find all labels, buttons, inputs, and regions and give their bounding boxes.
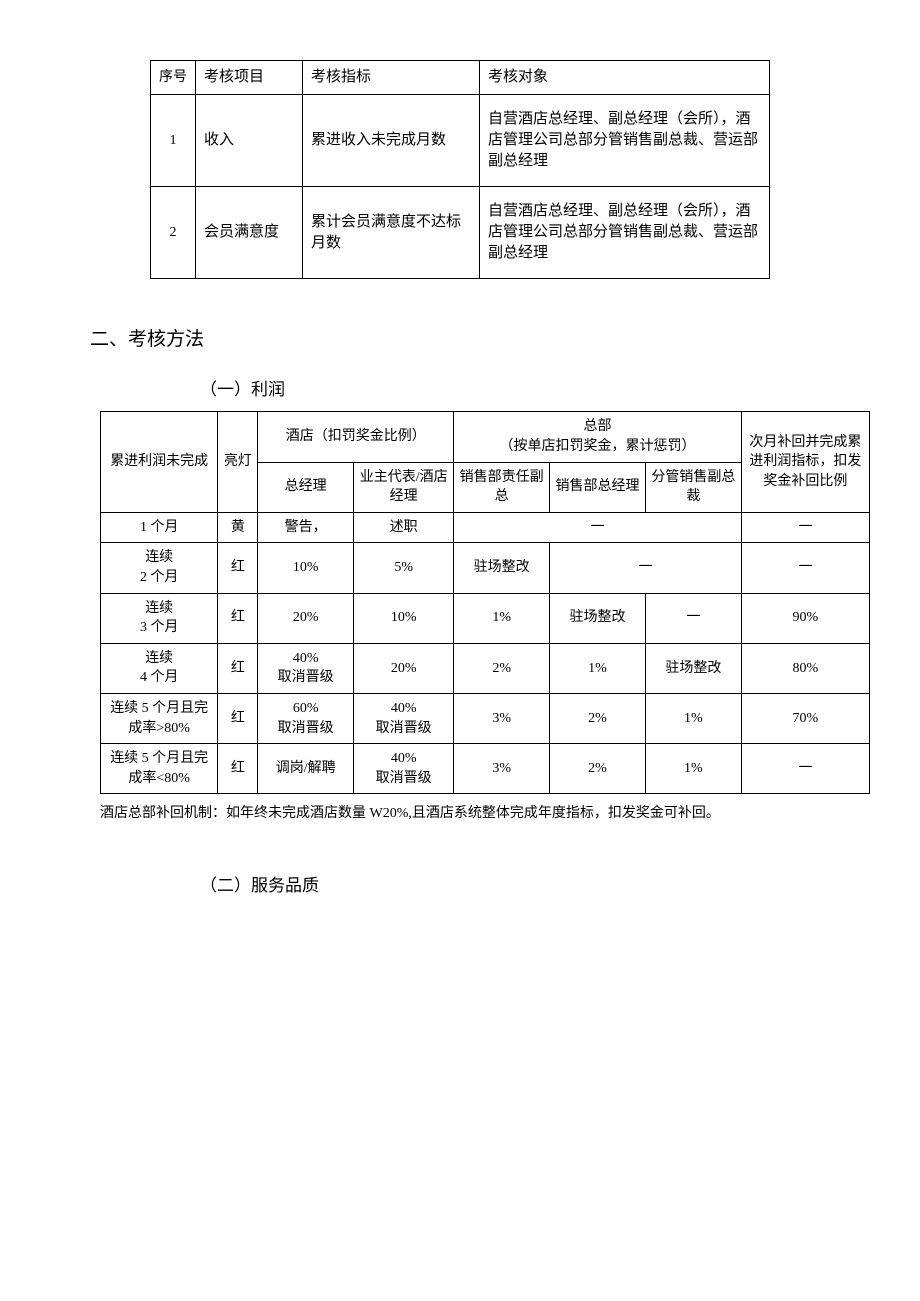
cell: 连续 3 个月 [101,593,218,643]
cell: 连续 4 个月 [101,643,218,693]
cell: 80% [741,643,869,693]
table-row: 连续 3 个月红20%10%1%驻场整改一90% [101,593,870,643]
cell: 1% [645,744,741,794]
cell: 1% [645,693,741,743]
table-row: 1 个月黄警告，述职一一 [101,512,870,543]
t2-h-hotel-group: 酒店（扣罚奖金比例） [258,412,454,462]
cell: 一 [741,512,869,543]
cell: 一 [454,512,742,543]
t1-h-metric: 考核指标 [303,61,480,95]
subsection-heading-profit: （一）利润 [200,378,870,402]
cell: 一 [645,593,741,643]
section-heading-methods: 二、考核方法 [90,327,870,354]
cell: 连续 5 个月且完成率<80% [101,744,218,794]
cell-target: 自营酒店总经理、副总经理（会所），酒店管理公司总部分管销售副总裁、营运部副总经理 [480,95,770,187]
cell: 90% [741,593,869,643]
t2-h-months: 累进利润未完成 [101,412,218,512]
cell-target: 自营酒店总经理、副总经理（会所），酒店管理公司总部分管销售副总裁、营运部副总经理 [480,187,770,279]
cell: 红 [218,744,258,794]
table-row: 连续 2 个月红10%5%驻场整改一一 [101,543,870,593]
cell: 20% [354,643,454,693]
cell: 一 [741,744,869,794]
cell: 70% [741,693,869,743]
assessment-items-table: 序号 考核项目 考核指标 考核对象 1 收入 累进收入未完成月数 自营酒店总经理… [150,60,770,279]
cell: 2% [550,744,646,794]
cell: 一 [550,543,742,593]
cell: 警告， [258,512,354,543]
cell-seq: 1 [151,95,196,187]
t2-h-light: 亮灯 [218,412,258,512]
cell-seq: 2 [151,187,196,279]
cell-project: 收入 [196,95,303,187]
cell: 连续 5 个月且完成率>80% [101,693,218,743]
cell: 40% 取消晋级 [354,744,454,794]
t2-h-hq-group: 总部 （按单店扣罚奖金，累计惩罚） [454,412,742,462]
cell: 10% [258,543,354,593]
footnote-refund-mechanism: 酒店总部补回机制：如年终未完成酒店数量 W20%,且酒店系统整体完成年度指标，扣… [100,804,870,824]
cell: 红 [218,593,258,643]
table-row: 连续 5 个月且完成率>80%红60% 取消晋级40% 取消晋级3%2%1%70… [101,693,870,743]
cell: 40% 取消晋级 [258,643,354,693]
cell: 一 [741,543,869,593]
cell: 驻场整改 [645,643,741,693]
cell: 调岗/解聘 [258,744,354,794]
t1-h-target: 考核对象 [480,61,770,95]
cell-project: 会员满意度 [196,187,303,279]
cell: 1% [550,643,646,693]
cell: 红 [218,693,258,743]
table-row: 连续 5 个月且完成率<80%红调岗/解聘40% 取消晋级3%2%1%一 [101,744,870,794]
cell: 黄 [218,512,258,543]
table-row: 连续 4 个月红40% 取消晋级20%2%1%驻场整改80% [101,643,870,693]
subsection-heading-service-quality: （二）服务品质 [200,874,870,898]
cell: 5% [354,543,454,593]
t2-h-refund: 次月补回并完成累进利润指标，扣发奖金补回比例 [741,412,869,512]
cell-metric: 累进收入未完成月数 [303,95,480,187]
cell: 40% 取消晋级 [354,693,454,743]
cell: 2% [454,643,550,693]
cell-metric: 累计会员满意度不达标月数 [303,187,480,279]
cell: 3% [454,693,550,743]
profit-assessment-table: 累进利润未完成 亮灯 酒店（扣罚奖金比例） 总部 （按单店扣罚奖金，累计惩罚） … [100,411,870,794]
cell: 红 [218,643,258,693]
cell: 20% [258,593,354,643]
t1-h-project: 考核项目 [196,61,303,95]
t2-h-gm: 总经理 [258,462,354,512]
t2-h-dvp: 销售部责任副总 [454,462,550,512]
cell: 60% 取消晋级 [258,693,354,743]
table-row: 2 会员满意度 累计会员满意度不达标月数 自营酒店总经理、副总经理（会所），酒店… [151,187,770,279]
t1-h-seq: 序号 [151,61,196,95]
t2-h-owner: 业主代表/酒店经理 [354,462,454,512]
cell: 10% [354,593,454,643]
cell: 3% [454,744,550,794]
cell: 红 [218,543,258,593]
cell: 1% [454,593,550,643]
cell: 驻场整改 [550,593,646,643]
cell: 述职 [354,512,454,543]
cell: 1 个月 [101,512,218,543]
cell: 2% [550,693,646,743]
cell: 连续 2 个月 [101,543,218,593]
cell: 驻场整改 [454,543,550,593]
table-row: 1 收入 累进收入未完成月数 自营酒店总经理、副总经理（会所），酒店管理公司总部… [151,95,770,187]
t2-h-svp: 分管销售副总裁 [645,462,741,512]
t2-h-sm: 销售部总经理 [550,462,646,512]
